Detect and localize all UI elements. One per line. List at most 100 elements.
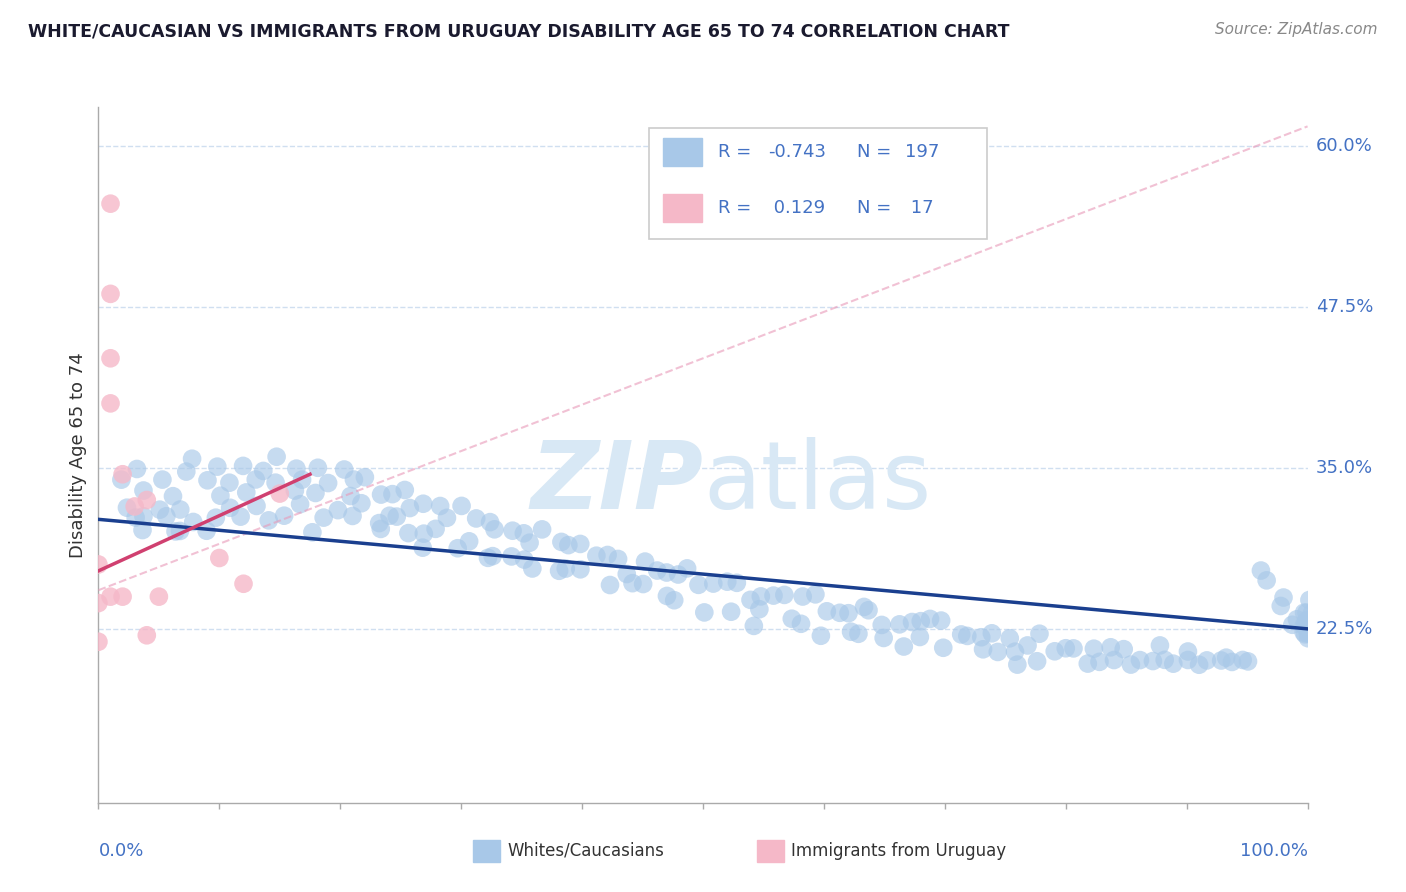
Text: R =: R = bbox=[717, 143, 756, 161]
Point bbox=[1119, 657, 1142, 672]
Point bbox=[165, 524, 187, 539]
Point bbox=[229, 509, 252, 524]
Point bbox=[100, 196, 122, 211]
Point bbox=[1301, 626, 1323, 640]
Point bbox=[479, 515, 502, 529]
Point bbox=[169, 502, 191, 516]
Point bbox=[1292, 618, 1315, 632]
Point bbox=[477, 550, 499, 565]
Point bbox=[135, 493, 157, 508]
Point bbox=[972, 642, 994, 657]
Point bbox=[1281, 617, 1303, 632]
Point bbox=[531, 522, 554, 536]
Point bbox=[748, 602, 770, 616]
Point bbox=[169, 524, 191, 538]
Point bbox=[1301, 607, 1323, 621]
Point bbox=[702, 576, 724, 591]
Point bbox=[513, 552, 536, 566]
Point bbox=[1294, 619, 1316, 633]
Point bbox=[1215, 650, 1237, 665]
Point bbox=[425, 522, 447, 536]
Point bbox=[350, 496, 373, 510]
Point bbox=[291, 473, 314, 487]
Point bbox=[1295, 614, 1317, 628]
Point bbox=[1298, 593, 1320, 607]
Point bbox=[484, 522, 506, 536]
Point bbox=[502, 524, 524, 538]
Text: R =: R = bbox=[717, 199, 756, 217]
Point bbox=[1054, 641, 1077, 656]
Text: 100.0%: 100.0% bbox=[1240, 842, 1308, 860]
Text: atlas: atlas bbox=[703, 437, 931, 529]
Point bbox=[1007, 657, 1029, 672]
Point bbox=[645, 564, 668, 578]
Point bbox=[676, 561, 699, 575]
Point bbox=[872, 631, 894, 645]
Point bbox=[208, 551, 231, 566]
Point bbox=[87, 558, 110, 572]
Point bbox=[301, 525, 323, 540]
Point bbox=[522, 561, 544, 575]
Point bbox=[450, 499, 472, 513]
Point bbox=[326, 503, 349, 517]
Point bbox=[1211, 653, 1233, 667]
Point bbox=[870, 618, 893, 632]
Point bbox=[742, 619, 765, 633]
Point bbox=[219, 500, 242, 515]
Point bbox=[1112, 642, 1135, 657]
Point bbox=[100, 396, 122, 410]
Point bbox=[1088, 655, 1111, 669]
Point bbox=[132, 509, 155, 524]
Point bbox=[1099, 640, 1122, 655]
Point bbox=[554, 561, 576, 575]
Point bbox=[585, 549, 607, 563]
Point bbox=[569, 562, 592, 576]
Point bbox=[87, 596, 110, 610]
Point bbox=[956, 629, 979, 643]
Point bbox=[950, 627, 973, 641]
Point bbox=[1294, 627, 1316, 641]
Point bbox=[987, 645, 1010, 659]
Point bbox=[1237, 654, 1260, 668]
Text: 0.129: 0.129 bbox=[768, 199, 825, 217]
Point bbox=[312, 510, 335, 524]
Point bbox=[910, 614, 932, 628]
Point bbox=[412, 526, 434, 541]
Point bbox=[304, 486, 326, 500]
Point bbox=[1028, 626, 1050, 640]
Text: 197: 197 bbox=[905, 143, 939, 161]
Point bbox=[790, 616, 813, 631]
Point bbox=[1063, 641, 1085, 656]
Point bbox=[749, 590, 772, 604]
Text: Source: ZipAtlas.com: Source: ZipAtlas.com bbox=[1215, 22, 1378, 37]
Point bbox=[1102, 653, 1125, 667]
Point bbox=[181, 451, 204, 466]
Point bbox=[792, 590, 814, 604]
Point bbox=[1026, 654, 1049, 668]
Text: 60.0%: 60.0% bbox=[1316, 136, 1372, 154]
Point bbox=[780, 612, 803, 626]
Point bbox=[100, 286, 122, 301]
Point bbox=[1083, 641, 1105, 656]
Point bbox=[343, 473, 366, 487]
Text: -0.743: -0.743 bbox=[768, 143, 827, 161]
Point bbox=[124, 500, 146, 514]
Point bbox=[655, 566, 678, 580]
Point bbox=[149, 502, 172, 516]
Point bbox=[918, 612, 941, 626]
Point bbox=[429, 499, 451, 513]
Point bbox=[1177, 653, 1199, 667]
Bar bbox=[664, 138, 702, 166]
Point bbox=[1077, 657, 1099, 671]
Point bbox=[1250, 564, 1272, 578]
Point bbox=[1043, 644, 1066, 658]
Point bbox=[197, 473, 219, 487]
Point bbox=[152, 473, 174, 487]
Point bbox=[725, 575, 748, 590]
Point bbox=[218, 475, 240, 490]
Point bbox=[368, 516, 391, 530]
Point bbox=[132, 483, 155, 498]
Point bbox=[273, 508, 295, 523]
Point bbox=[148, 590, 170, 604]
Point bbox=[1270, 599, 1292, 613]
